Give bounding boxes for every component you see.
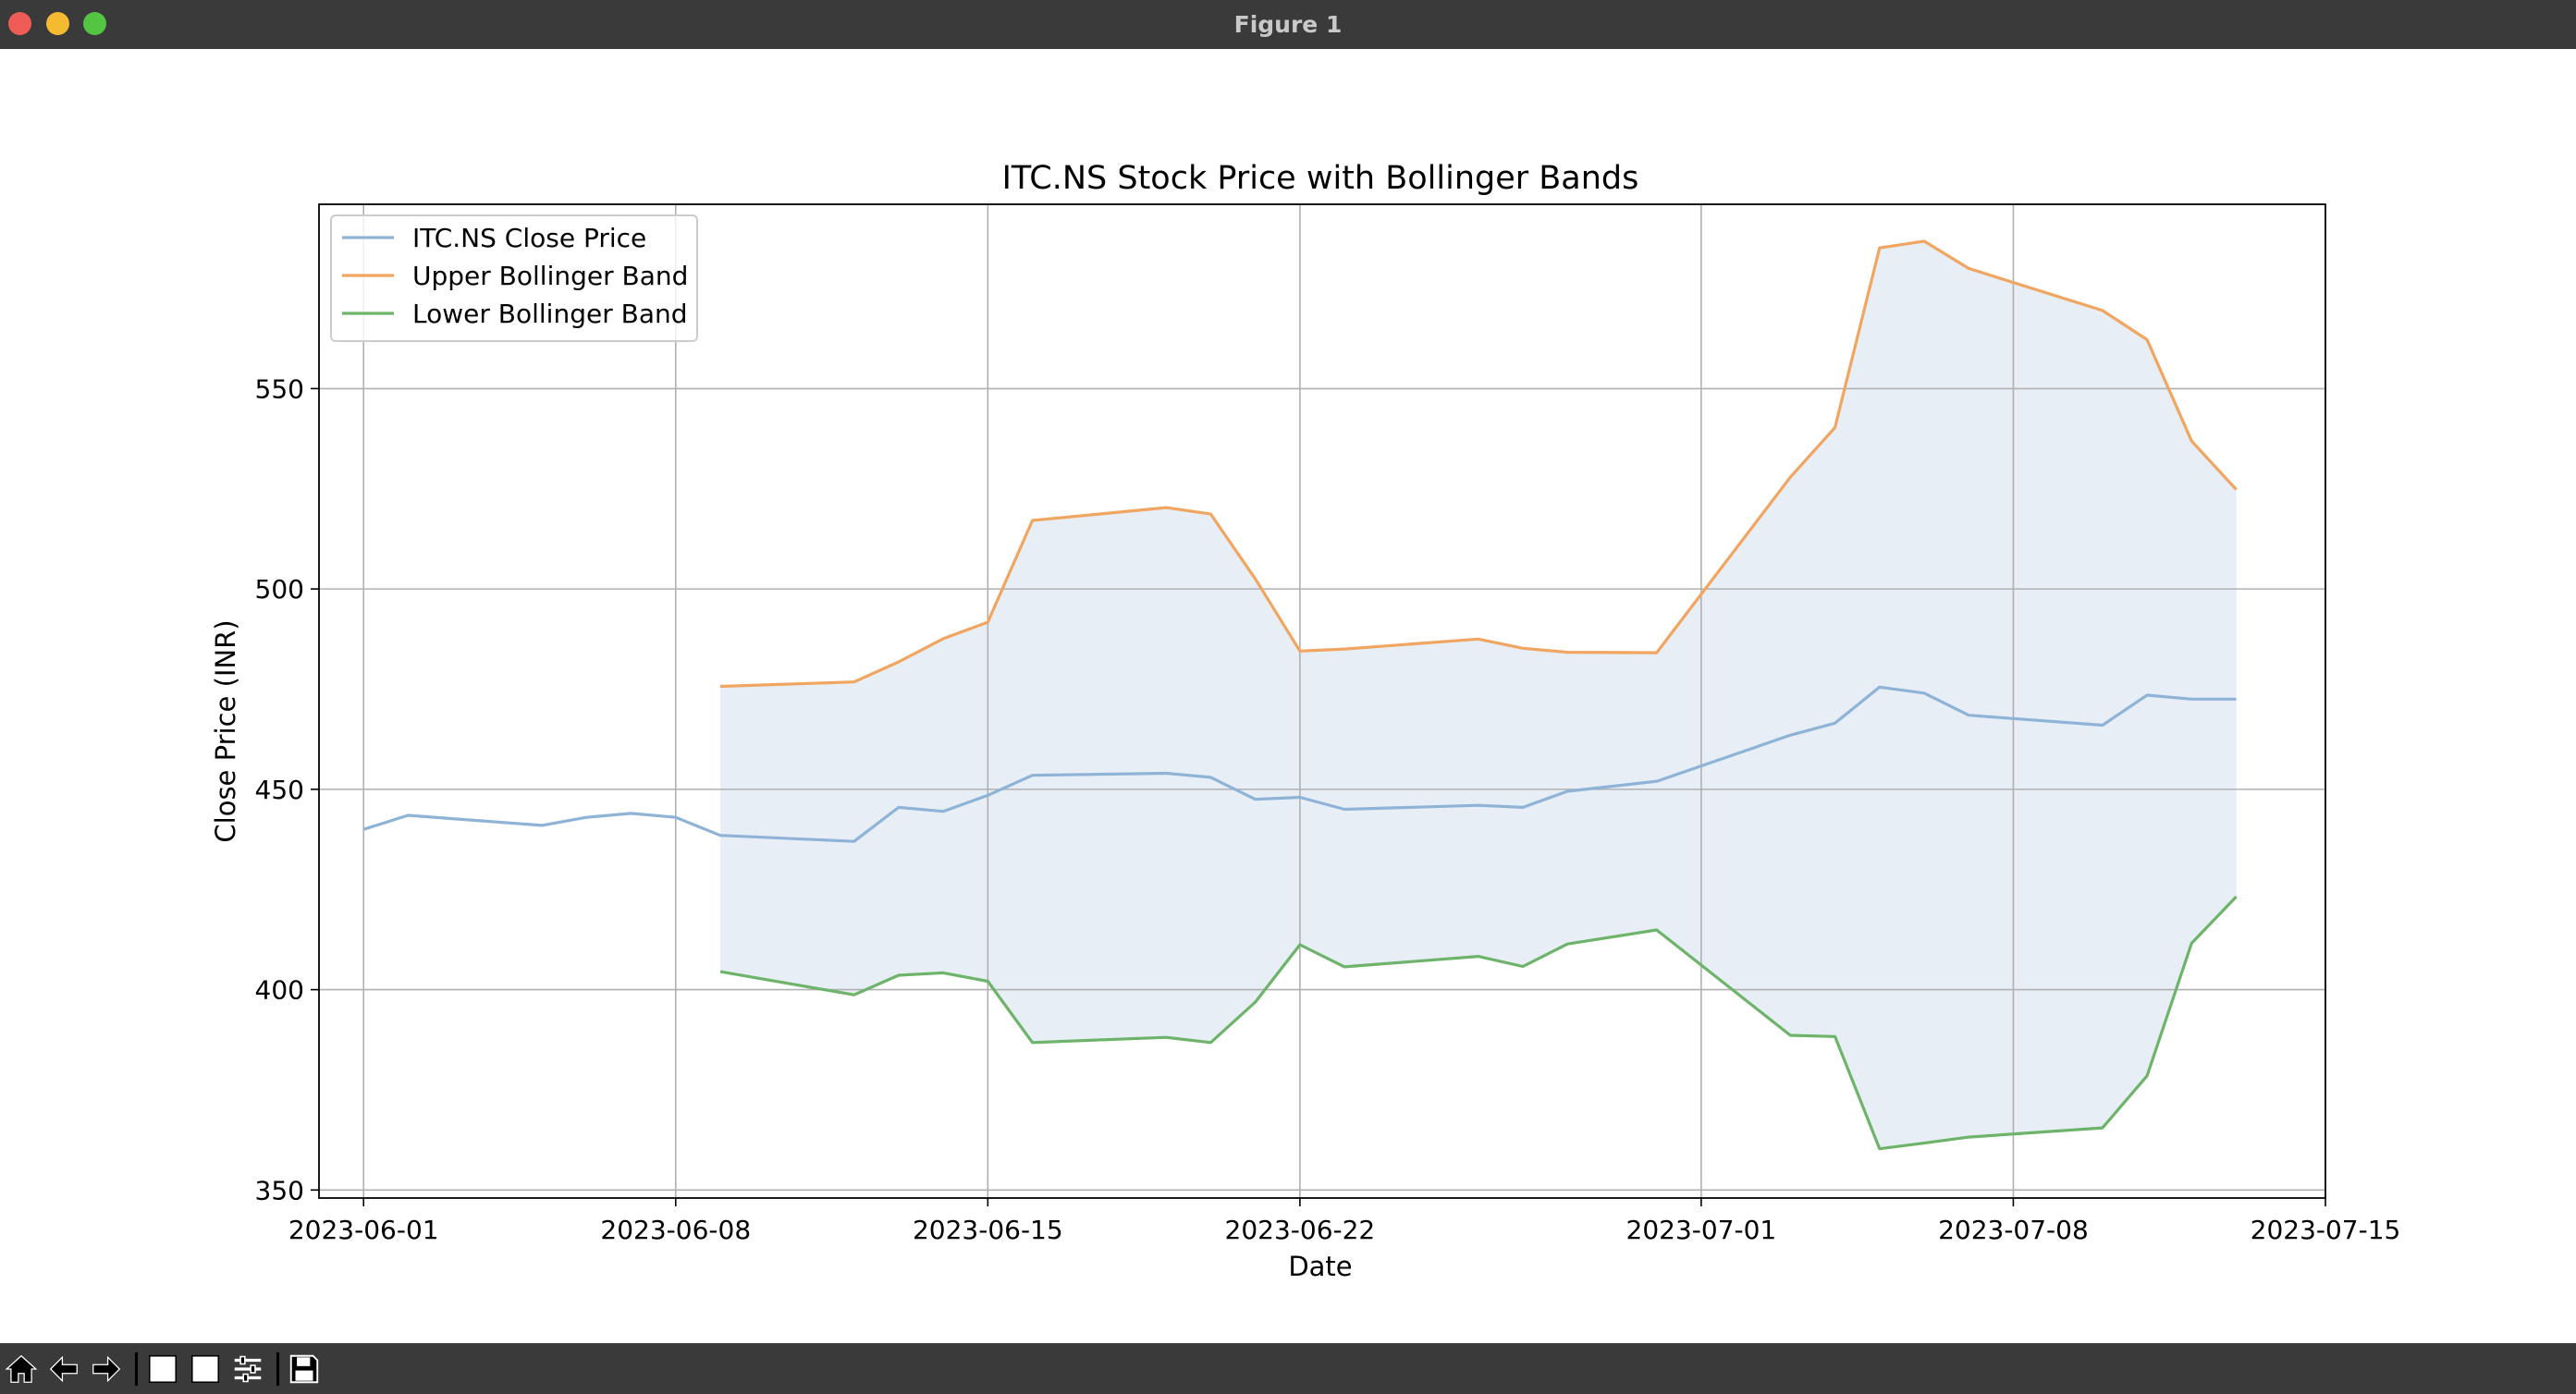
navigation-toolbar (0, 1343, 2576, 1394)
toolbar-separator (135, 1351, 138, 1386)
band-fill-layer (720, 240, 2237, 1149)
home-icon[interactable] (2, 1351, 41, 1388)
zoom-icon[interactable] (186, 1351, 225, 1388)
y-tick-label: 450 (255, 775, 304, 805)
x-tick-label: 2023-07-01 (1626, 1215, 1777, 1245)
close-window-button[interactable] (8, 12, 31, 35)
x-tick-label: 2023-07-15 (2251, 1215, 2401, 1245)
series-lines-layer (362, 239, 2238, 1151)
bollinger-band-fill (720, 240, 2237, 1149)
legend-label: Upper Bollinger Band (412, 261, 688, 291)
x-tick-label: 2023-07-08 (1938, 1215, 2089, 1245)
plot-frame (318, 203, 2326, 1199)
toolbar-separator (276, 1351, 279, 1386)
upper-bollinger-line (719, 239, 2238, 689)
legend: ITC.NS Close Price Upper Bollinger Band Lo… (330, 214, 698, 342)
y-tick-label: 350 (255, 1175, 304, 1205)
pan-icon[interactable] (143, 1351, 182, 1388)
forward-arrow-icon[interactable] (87, 1351, 126, 1388)
x-axis-label: Date (1288, 1251, 1352, 1282)
close-price-line (362, 685, 2237, 843)
y-tick-label: 400 (255, 975, 304, 1006)
legend-label: ITC.NS Close Price (412, 223, 646, 253)
y-tick-label: 550 (255, 373, 304, 404)
x-tick-label: 2023-06-08 (600, 1215, 751, 1245)
configure-subplots-icon[interactable] (228, 1351, 267, 1388)
chart: 2023-06-01 2023-06-08 2023-06-15 2023-06-22… (210, 160, 2401, 1282)
maximize-window-button[interactable] (83, 12, 106, 35)
lower-bollinger-line (719, 895, 2238, 1151)
x-tick-label: 2023-06-15 (913, 1215, 1063, 1245)
figure-canvas: 2023-06-01 2023-06-08 2023-06-15 2023-06-22… (0, 49, 2576, 1343)
axes-layer: 2023-06-01 2023-06-08 2023-06-15 2023-06-22… (255, 203, 2401, 1245)
legend-label: Lower Bollinger Band (412, 299, 688, 329)
x-tick-label: 2023-06-01 (288, 1215, 439, 1245)
y-tick-label: 500 (255, 574, 304, 605)
window-title: Figure 1 (1233, 11, 1343, 38)
save-icon[interactable] (285, 1351, 324, 1388)
back-arrow-icon[interactable] (44, 1351, 83, 1388)
minimize-window-button[interactable] (46, 12, 69, 35)
y-axis-label: Close Price (INR) (210, 619, 241, 842)
window-titlebar: Figure 1 (0, 0, 2576, 49)
chart-title: ITC.NS Stock Price with Bollinger Bands (1002, 160, 1639, 197)
grid-layer (319, 204, 2326, 1198)
x-tick-label: 2023-06-22 (1225, 1215, 1376, 1245)
